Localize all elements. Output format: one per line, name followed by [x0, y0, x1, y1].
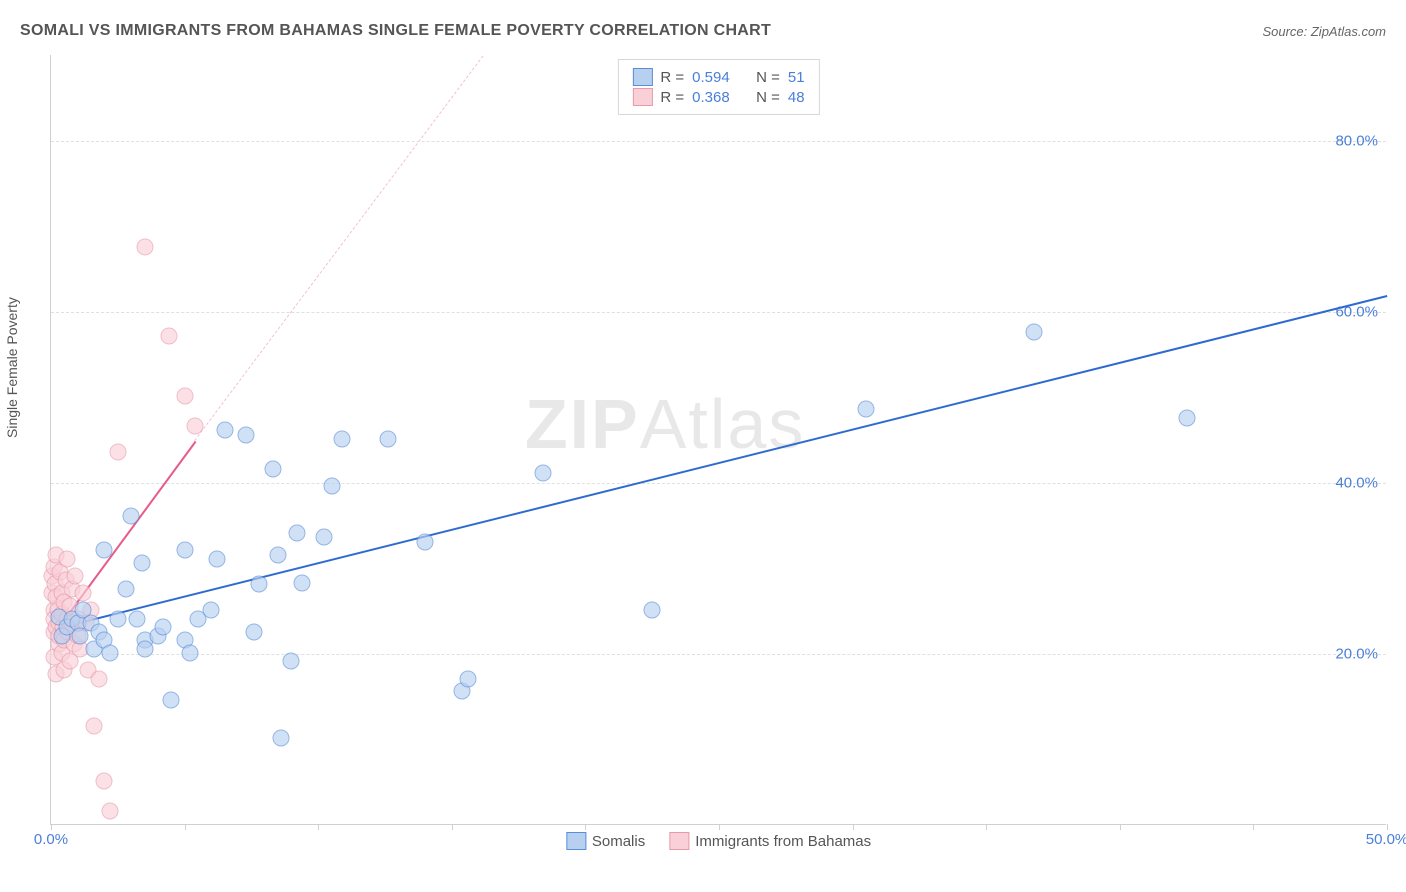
legend-row: R = 0.368 N = 48 [632, 88, 804, 106]
x-tick [452, 824, 453, 830]
data-point [187, 418, 204, 435]
data-point [109, 610, 126, 627]
legend-swatch [566, 832, 586, 850]
data-point [128, 610, 145, 627]
legend-item: Immigrants from Bahamas [669, 832, 871, 850]
series-legend: Somalis Immigrants from Bahamas [566, 832, 871, 850]
n-value: 48 [788, 89, 805, 106]
data-point [109, 443, 126, 460]
data-point [75, 585, 92, 602]
x-tick [719, 824, 720, 830]
data-point [238, 426, 255, 443]
correlation-legend: R = 0.594 N = 51 R = 0.368 N = 48 [617, 59, 819, 115]
n-label: N = [756, 89, 780, 106]
legend-swatch [632, 88, 652, 106]
data-point [176, 388, 193, 405]
data-point [216, 422, 233, 439]
r-label: R = [660, 89, 684, 106]
data-point [534, 465, 551, 482]
r-value: 0.368 [692, 89, 740, 106]
data-point [644, 602, 661, 619]
y-tick-label: 40.0% [1335, 474, 1378, 491]
data-point [1178, 409, 1195, 426]
data-point [251, 576, 268, 593]
data-point [101, 644, 118, 661]
data-point [59, 550, 76, 567]
legend-swatch [669, 832, 689, 850]
x-tick [986, 824, 987, 830]
x-tick [185, 824, 186, 830]
data-point [181, 644, 198, 661]
y-tick-label: 20.0% [1335, 645, 1378, 662]
data-point [85, 717, 102, 734]
data-point [123, 508, 140, 525]
y-tick-label: 80.0% [1335, 132, 1378, 149]
x-tick [1387, 824, 1388, 830]
trendline [194, 55, 484, 441]
x-tick-label: 50.0% [1366, 831, 1406, 848]
gridline [51, 483, 1386, 484]
data-point [133, 555, 150, 572]
x-tick [853, 824, 854, 830]
gridline [51, 654, 1386, 655]
x-tick [1120, 824, 1121, 830]
data-point [270, 546, 287, 563]
data-point [246, 623, 263, 640]
data-point [91, 670, 108, 687]
data-point [96, 773, 113, 790]
r-value: 0.594 [692, 69, 740, 86]
data-point [155, 619, 172, 636]
watermark-light: Atlas [640, 385, 806, 463]
data-point [315, 529, 332, 546]
data-point [136, 640, 153, 657]
data-point [417, 533, 434, 550]
data-point [160, 328, 177, 345]
data-point [379, 431, 396, 448]
data-point [1026, 324, 1043, 341]
data-point [857, 401, 874, 418]
data-point [294, 574, 311, 591]
source-label: Source: ZipAtlas.com [1262, 24, 1386, 39]
data-point [208, 550, 225, 567]
x-tick [51, 824, 52, 830]
watermark-bold: ZIP [525, 385, 640, 463]
x-tick-label: 0.0% [34, 831, 68, 848]
plot-area: ZIPAtlas R =0.594N =51R =0.368N =48 Soma… [50, 55, 1386, 825]
legend-label: Somalis [592, 833, 645, 850]
data-point [117, 580, 134, 597]
data-point [283, 653, 300, 670]
data-point [459, 670, 476, 687]
r-label: R = [660, 69, 684, 86]
data-point [163, 691, 180, 708]
legend-row: R = 0.594 N = 51 [632, 68, 804, 86]
legend-swatch [632, 68, 652, 86]
data-point [272, 730, 289, 747]
data-point [334, 431, 351, 448]
data-point [67, 567, 84, 584]
data-point [323, 478, 340, 495]
legend-label: Immigrants from Bahamas [695, 833, 871, 850]
n-value: 51 [788, 69, 805, 86]
x-tick [585, 824, 586, 830]
gridline [51, 312, 1386, 313]
x-tick [318, 824, 319, 830]
data-point [101, 803, 118, 820]
data-point [203, 602, 220, 619]
data-point [264, 460, 281, 477]
y-axis-label: Single Female Poverty [4, 297, 20, 438]
data-point [176, 542, 193, 559]
chart-title: SOMALI VS IMMIGRANTS FROM BAHAMAS SINGLE… [20, 22, 771, 40]
n-label: N = [756, 69, 780, 86]
gridline [51, 141, 1386, 142]
data-point [96, 542, 113, 559]
x-tick [1253, 824, 1254, 830]
data-point [136, 238, 153, 255]
data-point [288, 525, 305, 542]
legend-item: Somalis [566, 832, 645, 850]
